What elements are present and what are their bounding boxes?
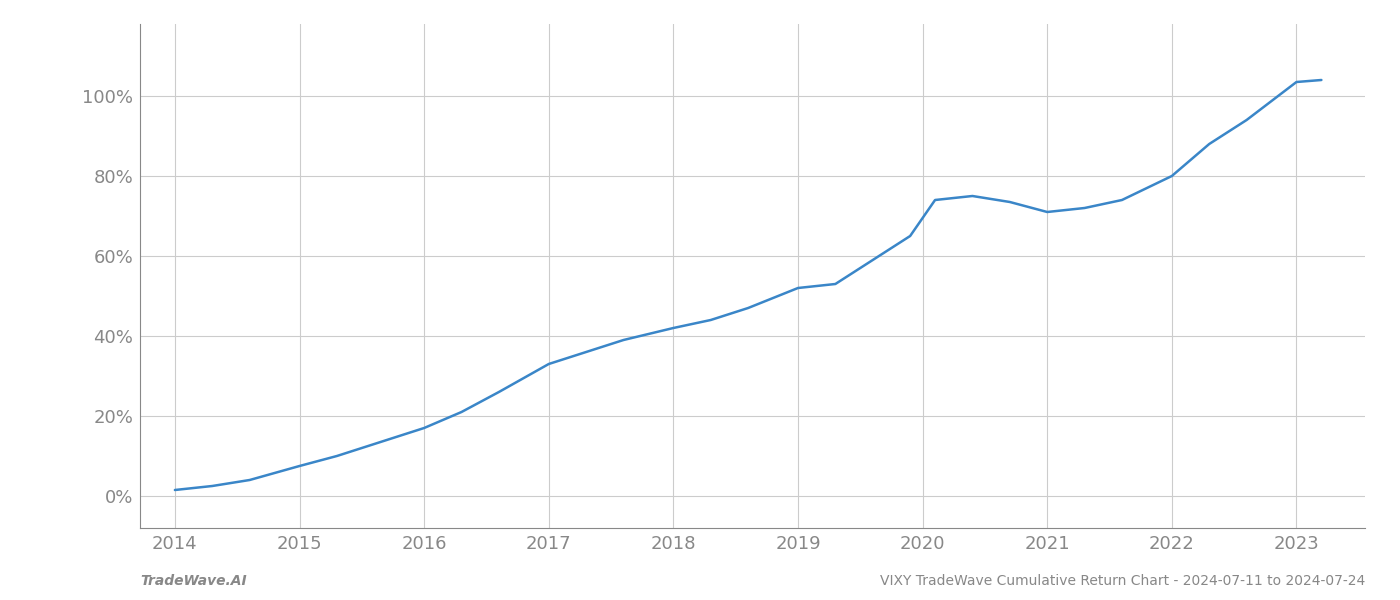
Text: TradeWave.AI: TradeWave.AI bbox=[140, 574, 246, 588]
Text: VIXY TradeWave Cumulative Return Chart - 2024-07-11 to 2024-07-24: VIXY TradeWave Cumulative Return Chart -… bbox=[879, 574, 1365, 588]
